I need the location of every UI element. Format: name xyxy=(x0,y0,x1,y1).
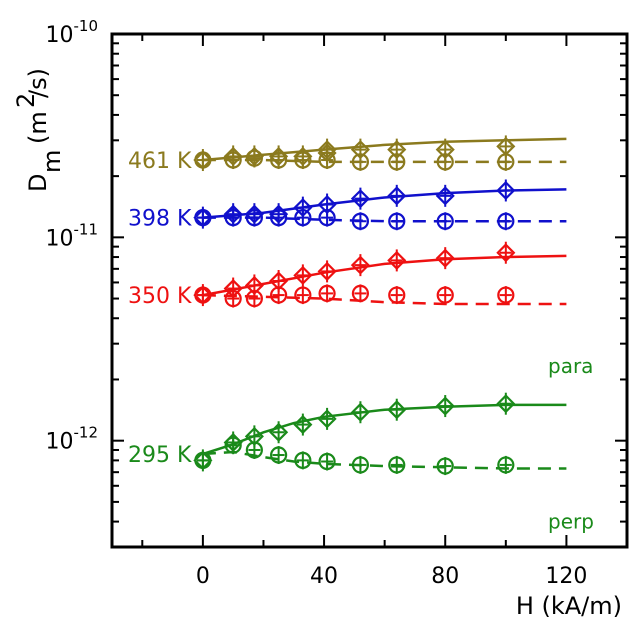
data-point-perp xyxy=(351,212,370,230)
data-point-perp xyxy=(388,212,406,230)
data-point-para xyxy=(269,146,289,166)
data-point-perp xyxy=(270,446,288,464)
data-point-para xyxy=(435,140,455,160)
data-point-para xyxy=(496,180,516,201)
axes: 0 40 80 120 10-12 10-11 10-10 xyxy=(46,17,627,589)
x-tick-label: 40 xyxy=(310,564,338,589)
data-point-perp xyxy=(318,452,336,471)
data-point-para xyxy=(193,150,213,170)
y-axis-label-main: D xyxy=(24,174,52,192)
y-axis-label-unit-sup: 2 xyxy=(12,93,40,108)
data-point-perp xyxy=(294,286,312,304)
data-point-para xyxy=(387,400,407,420)
data-point-perp xyxy=(318,284,336,303)
annotation-para: para xyxy=(548,354,593,378)
series-label: 461 K xyxy=(128,149,192,174)
x-tick-label: 0 xyxy=(196,564,210,589)
data-point-para xyxy=(293,265,313,285)
data-point-para xyxy=(350,140,370,160)
data-point-para xyxy=(435,396,455,416)
data-point-perp xyxy=(388,286,406,304)
series-label: 350 K xyxy=(128,284,192,309)
fit-line-perp xyxy=(202,450,567,470)
data-point-para xyxy=(293,415,313,435)
data-point-para xyxy=(244,426,264,446)
x-tick-label: 80 xyxy=(431,564,459,589)
data-point-para xyxy=(435,248,455,268)
data-point-para xyxy=(269,204,289,224)
y-tick-label: 10-12 xyxy=(46,424,99,455)
data-point-para xyxy=(317,261,337,281)
data-point-para xyxy=(350,402,370,422)
data-point-para xyxy=(350,189,370,209)
data-point-para xyxy=(244,204,264,224)
data-point-para xyxy=(435,186,455,206)
data-point-para xyxy=(317,140,337,160)
data-point-para xyxy=(496,394,516,414)
data-point-perp xyxy=(294,451,312,469)
data-point-para xyxy=(317,409,337,429)
data-point-perp xyxy=(351,456,370,474)
data-point-para xyxy=(293,146,313,166)
data-point-para xyxy=(223,278,243,299)
data-point-para xyxy=(193,285,213,305)
series-label: 398 K xyxy=(128,207,192,232)
data-point-para xyxy=(387,250,407,270)
series-labels: 461 K 398 K 350 K 295 K para perp xyxy=(128,149,594,533)
data-point-perp xyxy=(436,286,454,304)
x-axis-label: H (kA/m) xyxy=(516,592,622,620)
annotation-perp: perp xyxy=(548,509,594,533)
y-axis-label: D m (m 2 /s) xyxy=(12,68,66,192)
data-point-perp xyxy=(497,286,515,304)
data-point-para xyxy=(387,186,407,206)
data-point-para xyxy=(223,432,243,453)
data-point-perp xyxy=(436,457,454,475)
data-point-para xyxy=(496,136,516,156)
data-point-perp xyxy=(436,212,454,230)
data-point-para xyxy=(223,146,243,166)
x-tick-label: 120 xyxy=(545,564,587,589)
data-point-para xyxy=(193,450,213,470)
data-point-perp xyxy=(388,456,406,474)
data-point-para xyxy=(269,271,289,291)
fit-line-para xyxy=(202,403,567,456)
data-point-para xyxy=(317,194,337,215)
y-axis-label-unit-open: (m xyxy=(24,111,52,144)
data-point-perp xyxy=(497,456,515,474)
series-label: 295 K xyxy=(128,443,192,468)
data-point-para xyxy=(269,422,289,442)
plot-area xyxy=(193,135,567,476)
data-point-para xyxy=(496,243,516,263)
data-point-para xyxy=(244,275,264,295)
y-tick-label: 10-10 xyxy=(46,17,99,48)
plot-frame xyxy=(110,32,629,549)
y-tick-label: 10-11 xyxy=(46,220,99,251)
data-point-para xyxy=(244,146,264,166)
data-point-para xyxy=(223,204,243,224)
data-point-para xyxy=(387,140,407,160)
data-point-perp xyxy=(351,284,370,303)
y-axis-label-sub: m xyxy=(38,150,66,173)
data-point-perp xyxy=(497,212,515,230)
data-point-para xyxy=(193,208,213,228)
y-axis-label-unit-close: /s) xyxy=(24,68,52,98)
data-point-para xyxy=(293,198,313,218)
data-point-para xyxy=(350,255,370,275)
